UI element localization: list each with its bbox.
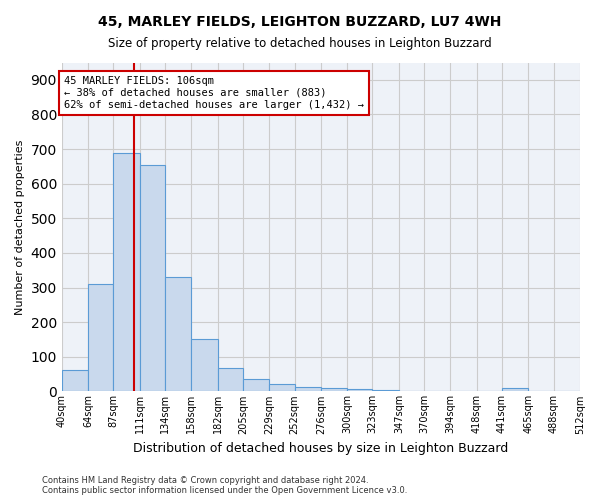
Bar	[321, 388, 347, 392]
Text: Contains HM Land Registry data © Crown copyright and database right 2024.
Contai: Contains HM Land Registry data © Crown c…	[42, 476, 407, 495]
X-axis label: Distribution of detached houses by size in Leighton Buzzard: Distribution of detached houses by size …	[133, 442, 509, 455]
Y-axis label: Number of detached properties: Number of detached properties	[15, 140, 25, 314]
Text: 45 MARLEY FIELDS: 106sqm
← 38% of detached houses are smaller (883)
62% of semi-: 45 MARLEY FIELDS: 106sqm ← 38% of detach…	[64, 76, 364, 110]
Bar	[218, 368, 243, 392]
Bar	[373, 390, 399, 392]
Bar	[295, 387, 321, 392]
Bar	[347, 388, 373, 392]
Bar	[113, 153, 140, 392]
Text: 45, MARLEY FIELDS, LEIGHTON BUZZARD, LU7 4WH: 45, MARLEY FIELDS, LEIGHTON BUZZARD, LU7…	[98, 15, 502, 29]
Bar	[269, 384, 295, 392]
Bar	[502, 388, 529, 392]
Text: Size of property relative to detached houses in Leighton Buzzard: Size of property relative to detached ho…	[108, 38, 492, 51]
Bar	[165, 277, 191, 392]
Bar	[88, 284, 113, 392]
Bar	[62, 370, 88, 392]
Bar	[191, 339, 218, 392]
Bar	[140, 164, 165, 392]
Bar	[243, 380, 269, 392]
